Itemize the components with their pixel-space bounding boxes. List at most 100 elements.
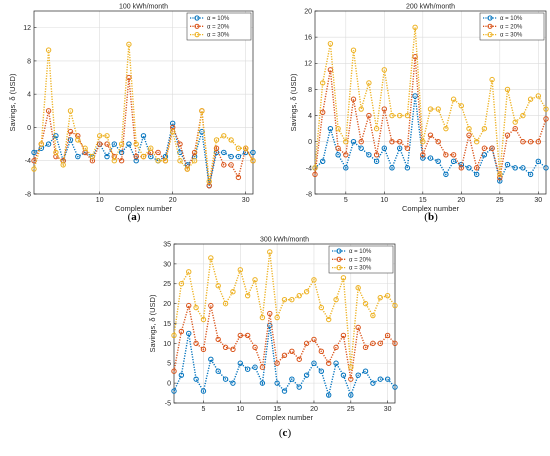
data-point bbox=[481, 145, 488, 151]
data-point bbox=[250, 158, 256, 164]
data-point bbox=[481, 125, 488, 132]
y-tick-label: -4 bbox=[306, 165, 312, 172]
data-point bbox=[259, 380, 266, 386]
data-point bbox=[208, 255, 214, 261]
data-point bbox=[504, 132, 511, 138]
data-point bbox=[111, 141, 118, 147]
data-point bbox=[222, 300, 229, 307]
data-point bbox=[170, 128, 176, 135]
chart-title-a: 100 kWh/month bbox=[119, 4, 168, 11]
y-axis-label-b: Savings, δ (USD) bbox=[289, 73, 298, 131]
data-point bbox=[348, 376, 354, 382]
data-point bbox=[311, 277, 317, 283]
data-point bbox=[200, 388, 207, 394]
x-tick-label: 5 bbox=[344, 197, 348, 204]
data-point bbox=[320, 109, 326, 116]
y-tick-label: 20 bbox=[163, 301, 171, 308]
data-point bbox=[75, 137, 81, 143]
y-tick-label: 5 bbox=[167, 361, 171, 368]
data-point bbox=[244, 366, 251, 372]
chart-title-b: 200 kWh/month bbox=[406, 4, 455, 11]
data-point bbox=[474, 171, 480, 178]
data-point bbox=[140, 153, 147, 160]
data-point bbox=[184, 166, 191, 172]
data-point bbox=[458, 161, 464, 168]
data-point bbox=[237, 360, 244, 366]
data-point bbox=[213, 145, 220, 151]
series-line-b-1 bbox=[314, 56, 547, 178]
data-point bbox=[230, 346, 236, 353]
data-point bbox=[215, 336, 221, 343]
data-point bbox=[318, 304, 325, 311]
data-point bbox=[215, 368, 221, 374]
data-point bbox=[155, 149, 161, 156]
data-point bbox=[252, 364, 258, 370]
data-point bbox=[458, 165, 464, 171]
data-point bbox=[377, 340, 383, 347]
data-point bbox=[296, 292, 302, 299]
data-point bbox=[397, 139, 403, 145]
x-tick-label: 5 bbox=[202, 406, 206, 413]
data-point bbox=[200, 316, 207, 323]
y-tick-label: 20 bbox=[304, 8, 312, 15]
data-point bbox=[358, 145, 364, 151]
data-point bbox=[191, 158, 198, 164]
data-point bbox=[235, 153, 242, 160]
data-point bbox=[355, 324, 361, 331]
data-point bbox=[177, 158, 183, 164]
data-point bbox=[404, 145, 411, 151]
x-tick-label: 20 bbox=[169, 197, 177, 204]
legend-marker bbox=[336, 265, 342, 271]
legend-entry: α = 20% bbox=[500, 24, 523, 30]
data-point bbox=[504, 86, 511, 93]
x-tick-label: 30 bbox=[534, 197, 542, 204]
data-point bbox=[199, 108, 205, 114]
data-point bbox=[267, 310, 273, 317]
data-point bbox=[303, 340, 310, 347]
data-point bbox=[370, 340, 376, 347]
data-point bbox=[252, 277, 258, 283]
x-tick-label: 30 bbox=[242, 197, 250, 204]
data-point bbox=[404, 165, 411, 171]
legend-entry: α = 10% bbox=[207, 16, 230, 22]
data-point bbox=[274, 360, 280, 366]
series-line-c-1 bbox=[173, 305, 396, 380]
data-point bbox=[186, 269, 192, 275]
data-point bbox=[450, 152, 457, 158]
data-point bbox=[215, 283, 221, 289]
data-point bbox=[259, 314, 266, 321]
data-point bbox=[458, 103, 464, 109]
data-point bbox=[389, 139, 395, 145]
data-point bbox=[543, 165, 549, 171]
data-point bbox=[350, 139, 357, 145]
data-point bbox=[466, 132, 472, 138]
data-point bbox=[111, 158, 118, 164]
data-point bbox=[104, 141, 110, 147]
data-point bbox=[481, 152, 488, 158]
data-point bbox=[326, 316, 332, 323]
data-point bbox=[362, 300, 369, 307]
data-point bbox=[370, 380, 376, 386]
data-point bbox=[535, 139, 541, 145]
data-point bbox=[535, 93, 541, 99]
y-tick-label: 0 bbox=[167, 381, 171, 388]
data-point bbox=[199, 128, 205, 135]
series-line-c-0 bbox=[173, 325, 396, 398]
data-point bbox=[333, 296, 339, 303]
data-point bbox=[53, 133, 59, 139]
data-point bbox=[193, 376, 199, 382]
series-line-a-2 bbox=[33, 44, 254, 182]
data-point bbox=[348, 392, 354, 398]
data-point bbox=[200, 346, 207, 353]
data-point bbox=[420, 152, 426, 158]
y-tick-label: 25 bbox=[163, 281, 171, 288]
data-point bbox=[450, 96, 457, 102]
data-point bbox=[420, 139, 426, 145]
data-point bbox=[193, 340, 199, 347]
data-point bbox=[350, 47, 357, 53]
data-point bbox=[148, 145, 154, 151]
data-point bbox=[221, 149, 227, 156]
data-point bbox=[222, 344, 229, 351]
data-point bbox=[340, 275, 347, 281]
data-point bbox=[435, 158, 441, 165]
